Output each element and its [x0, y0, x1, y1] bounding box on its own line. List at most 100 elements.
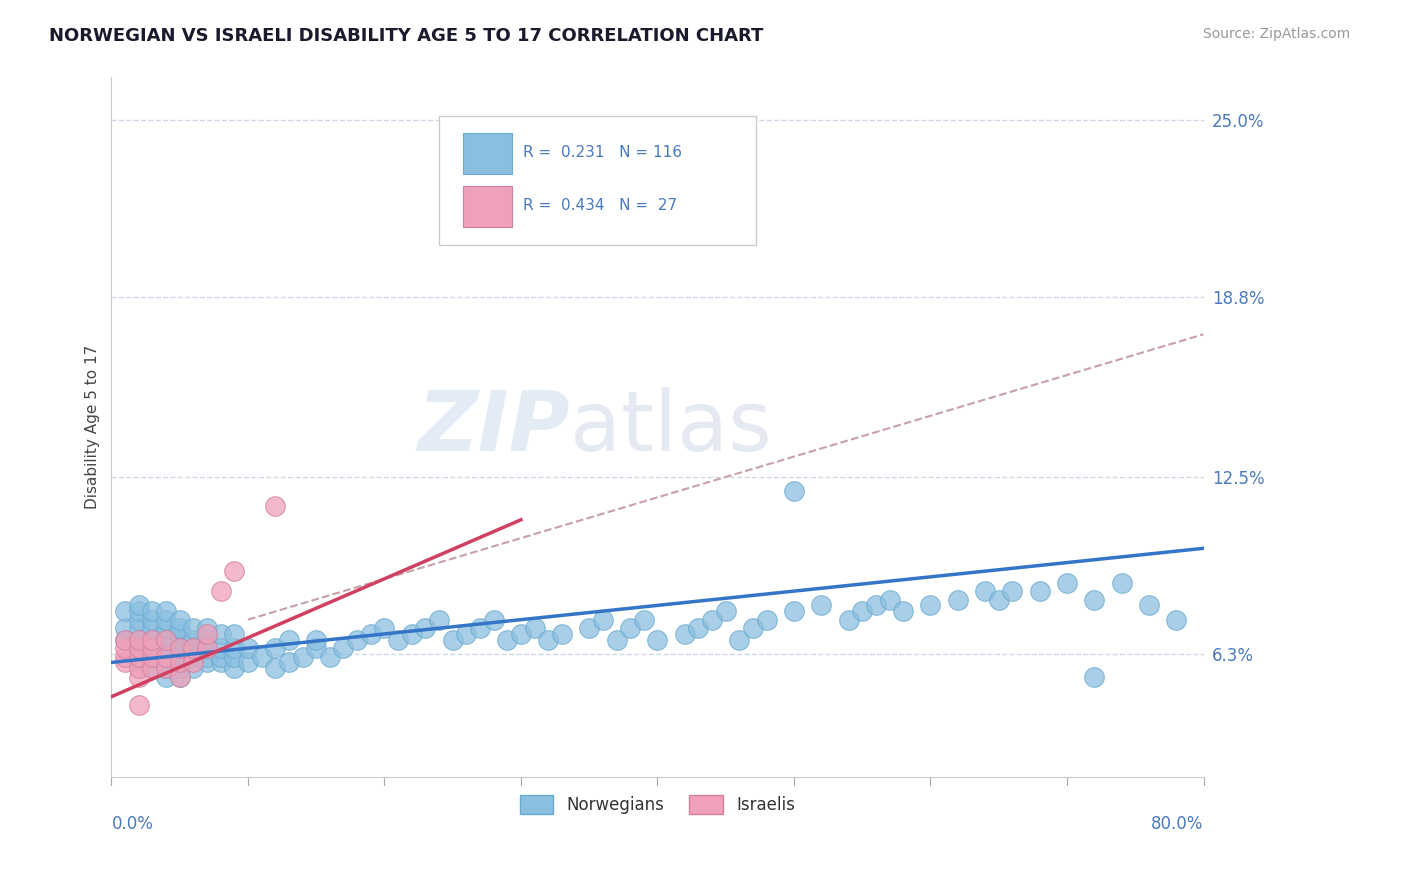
Point [578, 621, 600, 635]
Text: Source: ZipAtlas.com: Source: ZipAtlas.com [1202, 27, 1350, 41]
Point [114, 604, 136, 618]
Point [128, 632, 150, 647]
Point [987, 592, 1010, 607]
Point [128, 661, 150, 675]
Point [1137, 599, 1160, 613]
Point [141, 641, 163, 656]
Point [141, 632, 163, 647]
Point [114, 649, 136, 664]
Point [851, 604, 873, 618]
Point [169, 632, 191, 647]
Point [181, 641, 204, 656]
Point [415, 621, 437, 635]
Point [209, 641, 232, 656]
Point [224, 649, 246, 664]
Point [209, 649, 232, 664]
Point [441, 632, 464, 647]
FancyBboxPatch shape [439, 116, 756, 245]
Point [1083, 670, 1105, 684]
Point [128, 649, 150, 664]
Point [401, 627, 423, 641]
Point [537, 632, 560, 647]
Point [128, 656, 150, 670]
Point [128, 641, 150, 656]
Point [128, 632, 150, 647]
Point [360, 627, 382, 641]
Point [128, 698, 150, 713]
Point [224, 641, 246, 656]
Point [141, 649, 163, 664]
Point [209, 627, 232, 641]
Point [155, 670, 177, 684]
Point [141, 641, 163, 656]
Point [346, 632, 368, 647]
Point [169, 649, 191, 664]
Point [865, 599, 887, 613]
Point [141, 649, 163, 664]
Point [169, 670, 191, 684]
Point [155, 661, 177, 675]
Point [169, 613, 191, 627]
Point [128, 613, 150, 627]
Point [169, 656, 191, 670]
Point [169, 621, 191, 635]
FancyBboxPatch shape [463, 186, 512, 227]
Point [1083, 592, 1105, 607]
Point [891, 604, 914, 618]
Point [728, 632, 751, 647]
Point [224, 564, 246, 578]
Point [181, 621, 204, 635]
Point [946, 592, 969, 607]
Point [169, 641, 191, 656]
Point [291, 649, 314, 664]
Point [250, 649, 273, 664]
Point [114, 632, 136, 647]
Text: atlas: atlas [569, 386, 772, 467]
Text: ZIP: ZIP [418, 386, 569, 467]
Point [195, 621, 218, 635]
Point [209, 584, 232, 599]
Point [155, 649, 177, 664]
Point [114, 621, 136, 635]
Point [592, 613, 614, 627]
Point [714, 604, 737, 618]
FancyBboxPatch shape [463, 133, 512, 174]
Text: NORWEGIAN VS ISRAELI DISABILITY AGE 5 TO 17 CORRELATION CHART: NORWEGIAN VS ISRAELI DISABILITY AGE 5 TO… [49, 27, 763, 45]
Point [224, 627, 246, 641]
Point [128, 621, 150, 635]
Y-axis label: Disability Age 5 to 17: Disability Age 5 to 17 [86, 345, 100, 509]
Point [1056, 575, 1078, 590]
Point [155, 621, 177, 635]
Point [838, 613, 860, 627]
Point [141, 661, 163, 675]
Point [155, 661, 177, 675]
Point [468, 621, 491, 635]
Point [195, 656, 218, 670]
Legend: Norwegians, Israelis: Norwegians, Israelis [513, 789, 801, 821]
Point [305, 632, 328, 647]
Point [181, 661, 204, 675]
Point [742, 621, 765, 635]
Point [879, 592, 901, 607]
Point [155, 604, 177, 618]
Point [169, 641, 191, 656]
Point [209, 656, 232, 670]
Point [155, 613, 177, 627]
Point [496, 632, 519, 647]
Point [128, 599, 150, 613]
Point [195, 641, 218, 656]
Point [114, 656, 136, 670]
Point [523, 621, 546, 635]
Text: 80.0%: 80.0% [1152, 815, 1204, 833]
Point [510, 627, 533, 641]
Point [169, 627, 191, 641]
Point [114, 641, 136, 656]
Point [236, 656, 259, 670]
Point [155, 627, 177, 641]
Point [619, 621, 641, 635]
Point [305, 641, 328, 656]
Point [373, 621, 395, 635]
Point [181, 649, 204, 664]
Point [141, 632, 163, 647]
Point [783, 484, 806, 499]
